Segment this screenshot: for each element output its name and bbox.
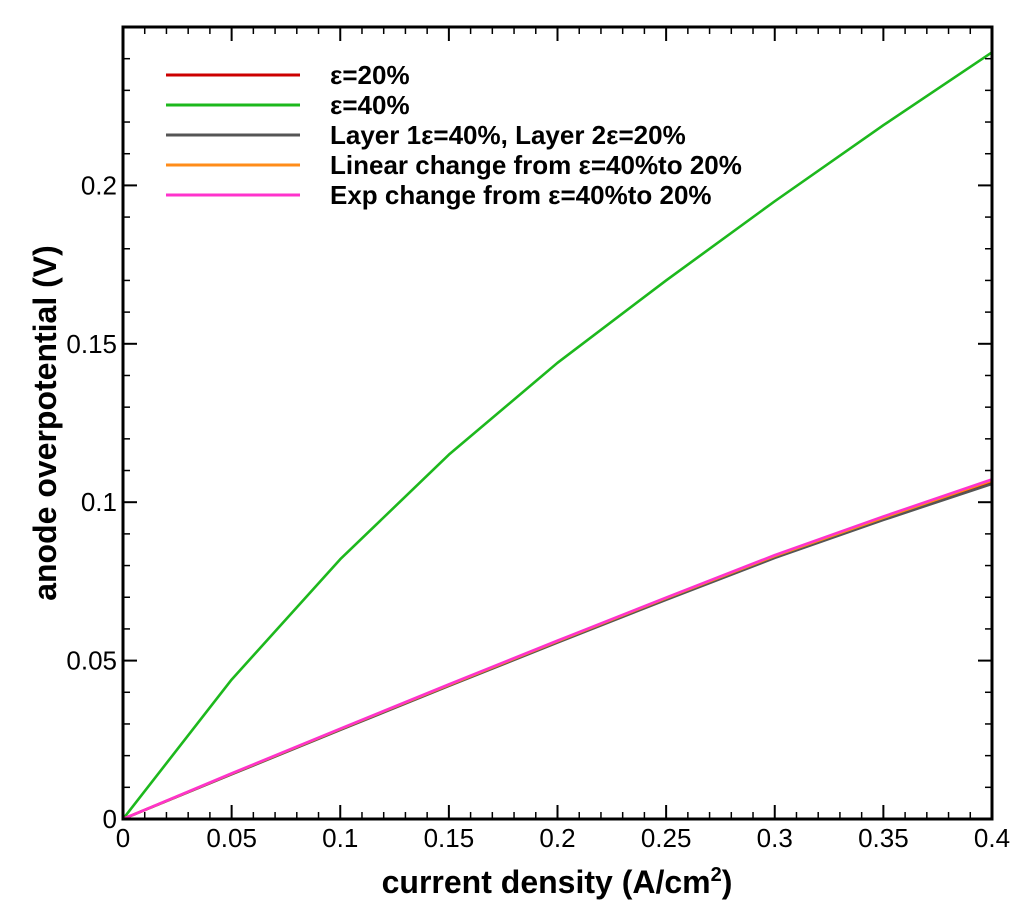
plot-frame [121, 25, 994, 821]
y-tick-label: 0.1 [81, 487, 117, 517]
x-tick-label: 0.2 [539, 823, 575, 853]
x-tick-label: 0.35 [858, 823, 909, 853]
legend-label-3: Layer 1ε=40%, Layer 2ε=20% [330, 120, 686, 150]
x-tick-label: 0 [116, 823, 130, 853]
y-axis-title: anode overpotential (V) [27, 245, 63, 601]
x-axis-title: current density (A/cm2) [382, 864, 733, 900]
series-line-5 [121, 478, 994, 821]
series-line-2 [121, 51, 994, 821]
series-layer [121, 51, 994, 821]
legend-label-2: ε=40% [330, 90, 410, 120]
y-tick-label: 0.05 [66, 646, 117, 676]
x-tick-label: 0.3 [757, 823, 793, 853]
x-tick-label: 0.15 [424, 823, 475, 853]
y-tick-label: 0.2 [81, 170, 117, 200]
x-tick-label: 0.1 [322, 823, 358, 853]
x-axis-title-suffix: ) [722, 864, 733, 900]
legend-label-1: ε=20% [330, 60, 410, 90]
x-axis-title-main: current density (A/cm [382, 864, 711, 900]
legend-label-4: Linear change from ε=40%to 20% [330, 150, 742, 180]
y-tick-label: 0.15 [66, 329, 117, 359]
legend-label-5: Exp change from ε=40%to 20% [330, 180, 712, 210]
legend: ε=20%ε=40%Layer 1ε=40%, Layer 2ε=20%Line… [166, 60, 742, 210]
x-tick-label: 0.25 [641, 823, 692, 853]
x-axis-title-superscript: 2 [711, 864, 722, 886]
y-tick-label: 0 [103, 804, 117, 834]
tick-labels-layer: 0 0.05 0.1 0.15 0.2 0.25 0.3 0.35 0.4 0 0.05 0.1 0.1… [66, 170, 1010, 853]
x-tick-label: 0.05 [206, 823, 257, 853]
x-tick-label: 0.4 [974, 823, 1010, 853]
